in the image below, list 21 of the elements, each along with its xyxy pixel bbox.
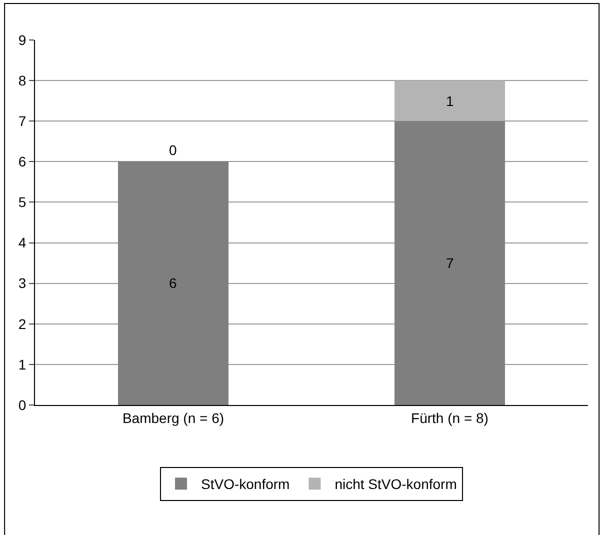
- y-tick-label: 2: [18, 316, 26, 332]
- y-tick-label: 0: [18, 396, 26, 413]
- bar: [394, 121, 506, 405]
- data-label: 7: [446, 255, 454, 271]
- y-tick-label: 1: [18, 356, 26, 372]
- x-tick-label: Fürth (n = 8): [411, 410, 488, 426]
- y-tick-label: 7: [18, 113, 26, 130]
- y-tick-label: 6: [18, 154, 26, 170]
- legend-label: StVO-konform: [201, 476, 290, 492]
- data-label: 0: [169, 142, 177, 158]
- y-tick-label: 5: [18, 194, 26, 210]
- y-tick-label: 9: [18, 32, 26, 48]
- x-tick-label: Bamberg (n = 6): [122, 410, 224, 426]
- data-label: 6: [169, 275, 177, 291]
- bar: [394, 80, 506, 122]
- bar: [118, 162, 229, 405]
- y-tick-label: 4: [18, 234, 26, 251]
- legend-label: nicht StVO-konform: [334, 476, 457, 492]
- y-tick-label: 8: [18, 72, 26, 88]
- y-tick-label: 3: [18, 275, 26, 292]
- data-label: 1: [446, 93, 454, 109]
